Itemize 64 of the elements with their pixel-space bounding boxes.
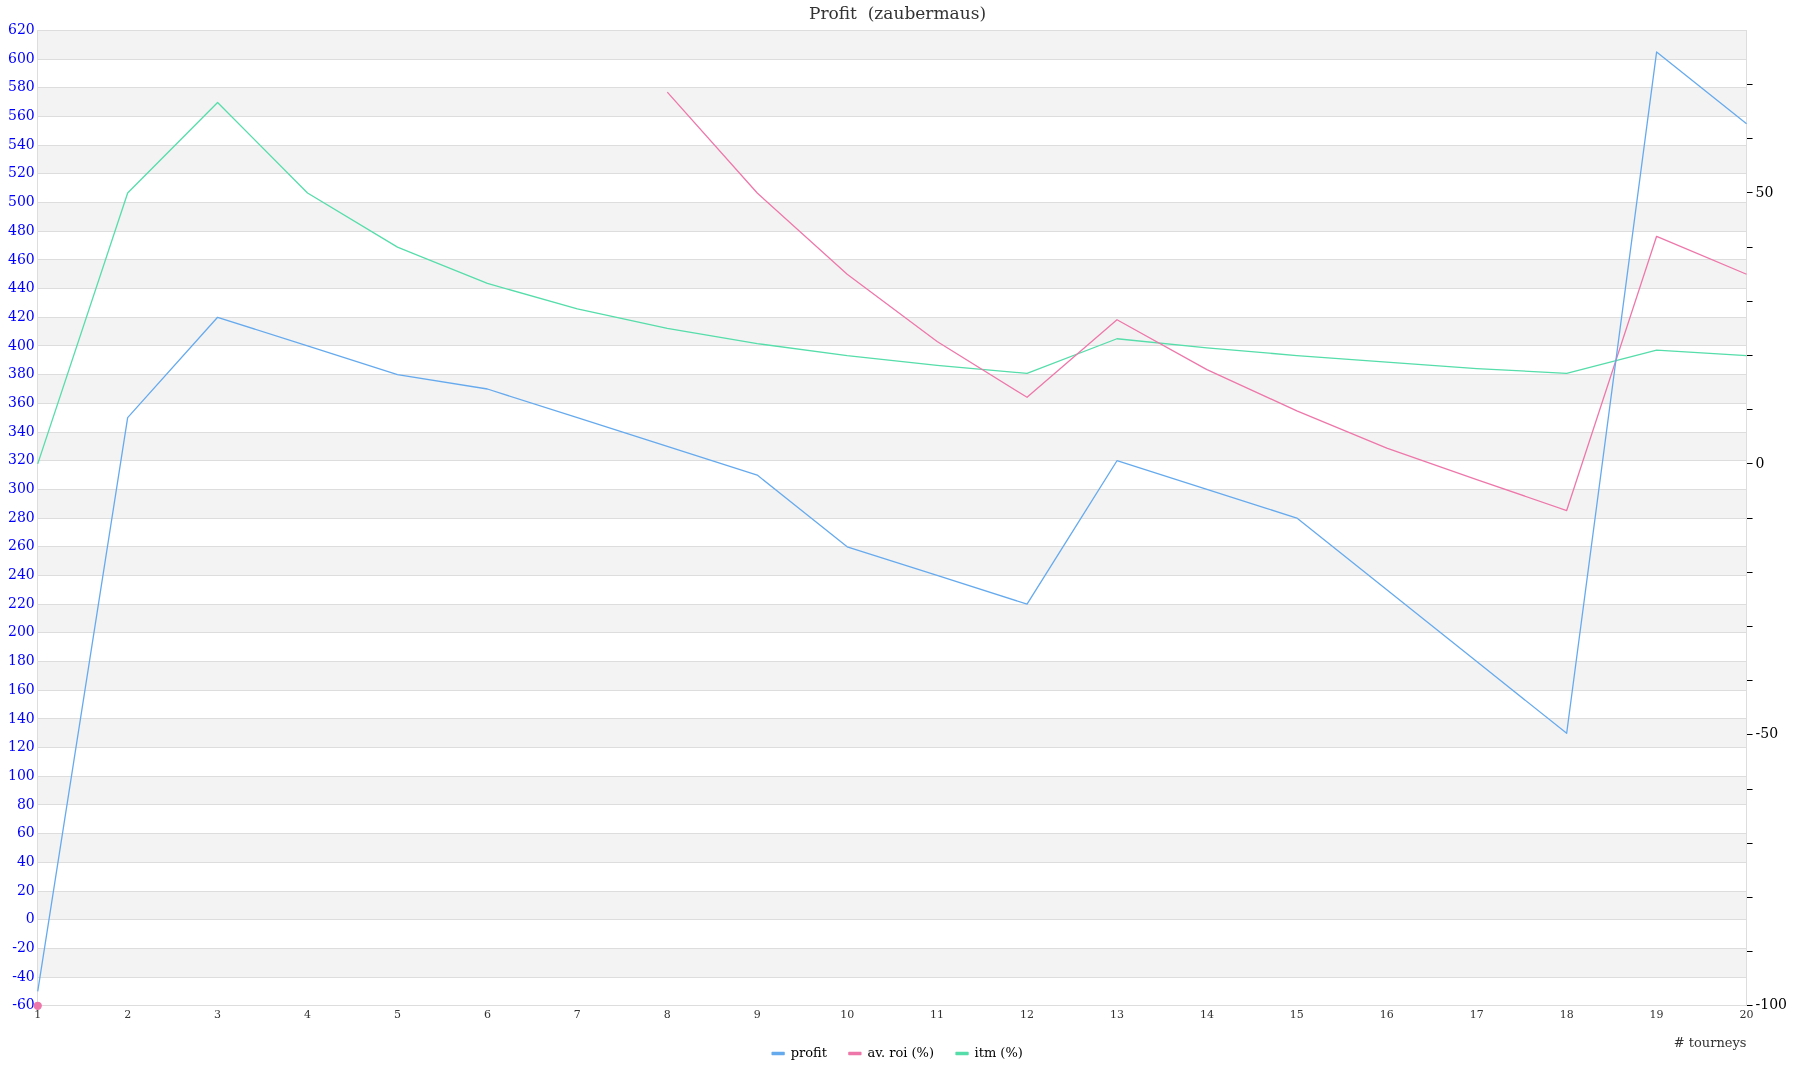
y2-tick-label: 0 <box>1755 454 1765 471</box>
y-tick-label: -20 <box>12 939 35 956</box>
x-tick-label: 5 <box>393 1008 401 1022</box>
y2-tick-label: -100 <box>1755 996 1787 1013</box>
y-tick-label: 80 <box>16 795 35 812</box>
y-tick-label: -60 <box>12 996 35 1013</box>
y-tick-label: 460 <box>7 250 35 267</box>
x-tick-label: 6 <box>483 1008 491 1022</box>
y-tick-label: 20 <box>16 881 35 898</box>
x-tick-label: 20 <box>1739 1008 1754 1022</box>
x-tick-label: 19 <box>1649 1008 1664 1022</box>
legend-label: itm (%) <box>974 1044 1023 1060</box>
x-tick-label: 12 <box>1020 1008 1035 1022</box>
legend-label: profit <box>790 1044 828 1060</box>
x-tick-label: 7 <box>573 1008 581 1022</box>
x-tick-label: 15 <box>1289 1008 1304 1022</box>
y-tick-label: 320 <box>7 451 35 468</box>
y-tick-label: 260 <box>7 537 35 554</box>
y-tick-label: 40 <box>16 853 35 869</box>
y-tick-label: 400 <box>7 336 35 353</box>
x-tick-label: 8 <box>663 1008 671 1022</box>
y-tick-label: 140 <box>7 709 35 726</box>
y-tick-label: 340 <box>7 422 35 439</box>
x-tick-label: 1 <box>34 1008 42 1022</box>
y-tick-label: 580 <box>7 78 35 95</box>
y-tick-label: 540 <box>7 135 35 152</box>
y-tick-label: 480 <box>7 221 35 238</box>
x-tick-label: 11 <box>930 1008 945 1022</box>
x-tick-label: 13 <box>1109 1008 1124 1022</box>
y-tick-label: 200 <box>7 623 35 640</box>
x-axis-title: # tourneys <box>1673 1035 1747 1051</box>
y-tick-label: 420 <box>7 307 35 324</box>
x-tick-label: 3 <box>214 1008 222 1022</box>
y-tick-label: 180 <box>7 652 35 669</box>
x-tick-label: 14 <box>1199 1008 1214 1022</box>
y-tick-label: 120 <box>7 738 35 755</box>
y-tick-label: 380 <box>7 365 35 382</box>
legend-label: av. roi (%) <box>867 1044 935 1060</box>
y-tick-label: 220 <box>7 594 35 611</box>
y-tick-label: 0 <box>25 910 35 927</box>
x-tick-label: 10 <box>840 1008 855 1022</box>
x-tick-label: 2 <box>124 1008 132 1022</box>
chart-title: Profit (zaubermaus) <box>808 2 987 23</box>
y-tick-label: 440 <box>7 279 35 296</box>
y-tick-label: 100 <box>7 766 35 783</box>
y-tick-label: 160 <box>7 680 35 697</box>
x-tick-label: 17 <box>1469 1008 1484 1022</box>
y-tick-label: 300 <box>7 480 35 497</box>
y-tick-label: 620 <box>7 21 35 38</box>
x-tick-label: 9 <box>753 1008 761 1022</box>
y-tick-label: 240 <box>7 566 35 583</box>
y2-tick-label: 50 <box>1755 183 1774 200</box>
y-tick-label: 520 <box>7 164 35 181</box>
x-tick-label: 16 <box>1379 1008 1394 1022</box>
y-tick-label: 600 <box>7 49 35 66</box>
x-tick-label: 18 <box>1559 1008 1574 1022</box>
y-tick-label: -40 <box>12 967 35 984</box>
y-tick-label: 560 <box>7 107 35 124</box>
y-tick-label: 360 <box>7 393 35 410</box>
y-tick-label: 60 <box>16 824 35 841</box>
y2-tick-label: -50 <box>1755 725 1779 742</box>
y-tick-label: 500 <box>7 193 35 210</box>
y-tick-label: 280 <box>7 508 35 525</box>
x-tick-label: 4 <box>304 1008 312 1022</box>
